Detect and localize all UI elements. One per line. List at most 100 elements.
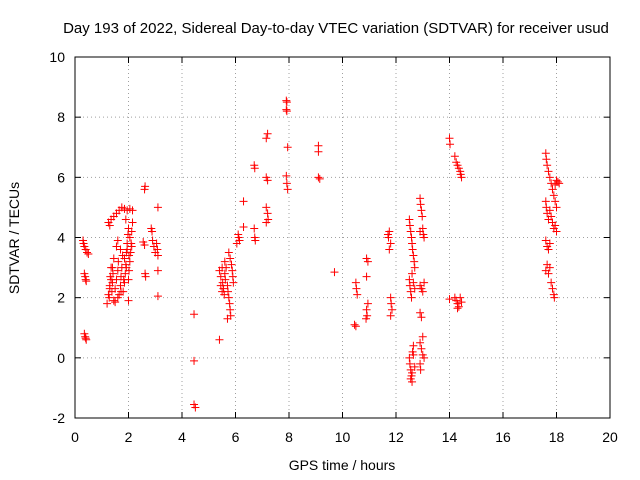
data-point — [417, 206, 426, 215]
data-point — [263, 176, 272, 185]
data-point — [226, 305, 235, 314]
data-point — [409, 251, 418, 260]
data-point — [548, 284, 557, 293]
data-point — [417, 313, 426, 322]
data-point — [108, 269, 117, 278]
data-point — [405, 275, 414, 284]
data-point — [191, 403, 200, 412]
data-point — [113, 266, 122, 275]
data-point — [454, 302, 463, 311]
x-tick-label: 14 — [442, 429, 458, 445]
data-point — [218, 287, 227, 296]
data-point — [363, 257, 372, 266]
data-point — [119, 275, 128, 284]
data-point — [153, 251, 162, 260]
data-point — [543, 161, 552, 170]
data-point — [314, 173, 323, 182]
chart-title: Day 193 of 2022, Sidereal Day-to-day VTE… — [63, 20, 609, 37]
data-point — [250, 224, 259, 233]
data-point — [409, 341, 418, 350]
data-point — [406, 287, 415, 296]
data-point — [545, 239, 554, 248]
data-point — [123, 245, 132, 254]
x-tick-label: 4 — [178, 429, 186, 445]
data-point — [124, 296, 133, 305]
data-point — [386, 293, 395, 302]
data-point — [418, 287, 427, 296]
data-point — [417, 344, 426, 353]
data-point — [544, 167, 553, 176]
data-point — [262, 134, 271, 143]
data-point — [407, 293, 416, 302]
data-point — [408, 239, 417, 248]
data-point — [351, 278, 360, 287]
axis-ticks: 0 2 4 6 8 10 12 14 16 18 20 -2 0 2 4 6 8 10 — [49, 49, 618, 445]
data-point — [216, 281, 225, 290]
data-point — [82, 277, 91, 286]
data-point — [409, 350, 418, 359]
data-point — [224, 293, 233, 302]
data-point — [232, 239, 241, 248]
data-point — [125, 251, 134, 260]
data-point — [215, 335, 224, 344]
data-point — [283, 185, 292, 194]
data-point — [283, 143, 292, 152]
data-point — [117, 287, 126, 296]
data-point — [282, 96, 291, 105]
data-point — [384, 233, 393, 242]
data-point — [351, 322, 360, 331]
data-point — [121, 215, 130, 224]
data-point — [251, 236, 260, 245]
y-tick-label: 8 — [57, 109, 65, 125]
data-point — [116, 281, 125, 290]
data-point — [552, 227, 561, 236]
data-point — [141, 272, 150, 281]
x-tick-label: 12 — [388, 429, 404, 445]
data-point — [385, 227, 394, 236]
data-point — [457, 298, 466, 307]
x-tick-label: 18 — [549, 429, 565, 445]
data-point — [105, 284, 114, 293]
data-point — [190, 310, 199, 319]
data-point — [153, 203, 162, 212]
data-point — [229, 278, 238, 287]
data-point — [109, 254, 118, 263]
data-point — [545, 206, 554, 215]
data-point — [410, 263, 419, 272]
data-point — [408, 269, 417, 278]
data-point — [386, 239, 395, 248]
data-point — [314, 147, 323, 156]
data-point — [228, 272, 237, 281]
data-point — [416, 365, 425, 374]
x-tick-label: 8 — [285, 429, 293, 445]
data-point — [420, 233, 429, 242]
data-point — [113, 293, 122, 302]
data-point — [103, 299, 112, 308]
data-point — [352, 284, 361, 293]
data-point — [225, 299, 234, 308]
data-point — [216, 272, 225, 281]
data-point — [81, 275, 90, 284]
data-point — [250, 164, 259, 173]
data-point — [555, 179, 564, 188]
data-point — [551, 221, 560, 230]
data-point — [410, 257, 419, 266]
data-point — [223, 281, 232, 290]
data-point — [228, 266, 237, 275]
data-point — [457, 173, 466, 182]
data-point — [220, 257, 229, 266]
data-point — [545, 263, 554, 272]
data-points — [79, 96, 564, 412]
y-tick-label: 10 — [49, 49, 65, 65]
data-point — [405, 353, 414, 362]
data-point — [262, 203, 271, 212]
data-point — [109, 296, 118, 305]
data-point — [282, 98, 291, 107]
data-point — [405, 359, 414, 368]
data-point — [124, 224, 133, 233]
data-point — [420, 353, 429, 362]
data-point — [416, 338, 425, 347]
data-point — [220, 269, 229, 278]
data-point — [409, 278, 418, 287]
data-point — [148, 227, 157, 236]
